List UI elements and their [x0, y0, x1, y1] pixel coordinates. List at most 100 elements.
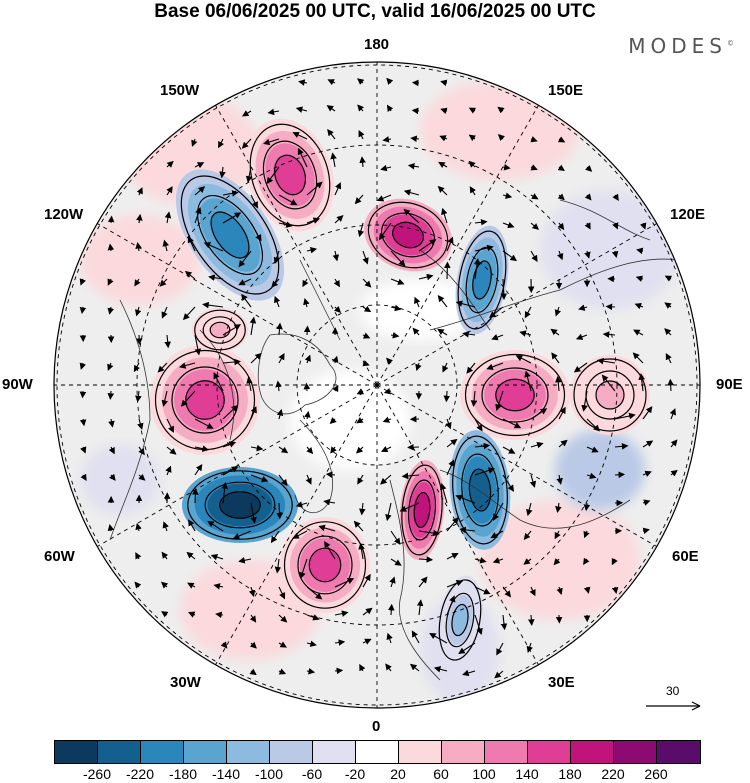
anomaly-patch — [473, 261, 491, 299]
wind-arrow — [558, 439, 568, 448]
colorbar-tick-label: -20 — [344, 766, 366, 782]
wind-arrow — [249, 316, 257, 336]
wind-arrow — [213, 583, 224, 590]
wind-arrow — [385, 663, 392, 672]
wind-arrow — [222, 404, 239, 420]
wind-arrow — [222, 466, 239, 476]
colorbar-labels: -260 -220 -180 -140 -100 -60 -20 20 60 100 140 180 2… — [54, 766, 704, 782]
wind-arrow — [446, 236, 454, 252]
wind-arrow — [136, 187, 143, 196]
wind-arrow — [602, 331, 616, 338]
wind-arrow — [238, 557, 252, 564]
wind-arrow — [357, 474, 364, 485]
wind-arrow — [362, 638, 372, 645]
wind-arrow — [445, 418, 452, 430]
wind-arrow — [446, 552, 459, 560]
wind-arrow — [245, 166, 253, 183]
contour — [481, 367, 549, 423]
wind-arrow — [192, 488, 199, 504]
wind-arrow — [601, 374, 616, 392]
wind-arrow — [550, 328, 560, 336]
wind-arrow — [530, 136, 538, 143]
colorbar-swatch — [485, 741, 528, 763]
background-anomaly — [540, 190, 680, 310]
colorbar-swatch — [657, 741, 700, 763]
wind-arrow — [359, 663, 366, 672]
wind-arrow — [474, 218, 488, 226]
wind-arrow — [210, 553, 224, 561]
wind-arrow — [136, 213, 143, 224]
wind-arrow — [415, 362, 422, 372]
wind-arrow — [502, 250, 517, 262]
wind-arrow — [455, 300, 476, 308]
contour — [457, 230, 507, 330]
wind-arrow — [403, 208, 420, 224]
wind-arrow — [246, 376, 253, 392]
wind-arrow — [276, 502, 283, 520]
wind-arrow — [578, 304, 588, 311]
wind-arrow — [443, 390, 451, 403]
wind-arrow — [278, 446, 289, 454]
wind-arrow — [241, 110, 252, 117]
wind-arrow — [386, 104, 394, 113]
coastline — [299, 259, 341, 341]
wind-arrow — [638, 373, 645, 392]
wind-arrow — [332, 250, 340, 262]
wind-arrow — [390, 278, 405, 285]
wind-arrow — [222, 212, 242, 224]
wind-arrow — [584, 222, 591, 230]
colorbar-tick-label: 220 — [601, 766, 625, 782]
wind-arrow — [107, 362, 114, 371]
wind-arrow — [295, 501, 308, 508]
contour — [451, 603, 469, 637]
wind-arrow — [530, 441, 544, 449]
wind-arrow — [633, 329, 644, 336]
colorbar-tick-label: 60 — [433, 766, 449, 782]
wind-arrow — [79, 390, 87, 399]
wind-arrow — [161, 390, 168, 407]
wind-arrow — [295, 106, 308, 113]
wind-arrow — [530, 222, 540, 230]
wind-arrow — [429, 632, 448, 644]
wind-arrow — [222, 190, 239, 197]
contour — [392, 221, 424, 249]
colorbar-tick-label: -260 — [82, 766, 112, 782]
wind-arrow — [670, 439, 678, 448]
wind-arrow — [184, 270, 196, 280]
lon-label-30e: 30E — [548, 674, 575, 691]
wind-arrow — [557, 250, 564, 261]
wind-arrow — [439, 135, 448, 142]
wind-arrow — [306, 640, 317, 647]
wind-arrow — [502, 192, 513, 199]
colorbar — [54, 740, 701, 764]
wind-arrow — [667, 378, 674, 392]
wind-arrow — [515, 355, 532, 364]
contour — [464, 353, 566, 437]
wind-arrow — [166, 160, 174, 168]
wind-arrow — [418, 239, 437, 252]
wind-arrow — [157, 362, 168, 373]
wind-arrow — [557, 136, 566, 143]
wind-arrow — [241, 293, 252, 308]
wind-arrow — [470, 390, 478, 407]
wind-arrow — [278, 353, 285, 364]
wind-arrow — [418, 529, 440, 537]
wind-arrow — [586, 446, 599, 453]
wind-arrow — [358, 542, 365, 560]
wind-arrow — [581, 390, 588, 412]
wind-arrow — [326, 105, 336, 112]
wind-arrow — [306, 668, 316, 675]
wind-arrow — [302, 278, 309, 288]
wind-arrow — [79, 418, 87, 427]
wind-arrow — [446, 438, 458, 448]
wind-arrow — [433, 666, 448, 673]
wind-arrow — [107, 306, 114, 315]
modes-logo: MODES© — [628, 34, 734, 58]
wind-arrow — [489, 306, 504, 318]
wind-arrow — [166, 418, 174, 433]
colorbar-swatch — [141, 741, 184, 763]
wind-arrow — [556, 586, 563, 595]
coastline — [439, 469, 631, 529]
wind-arrow — [159, 278, 168, 287]
